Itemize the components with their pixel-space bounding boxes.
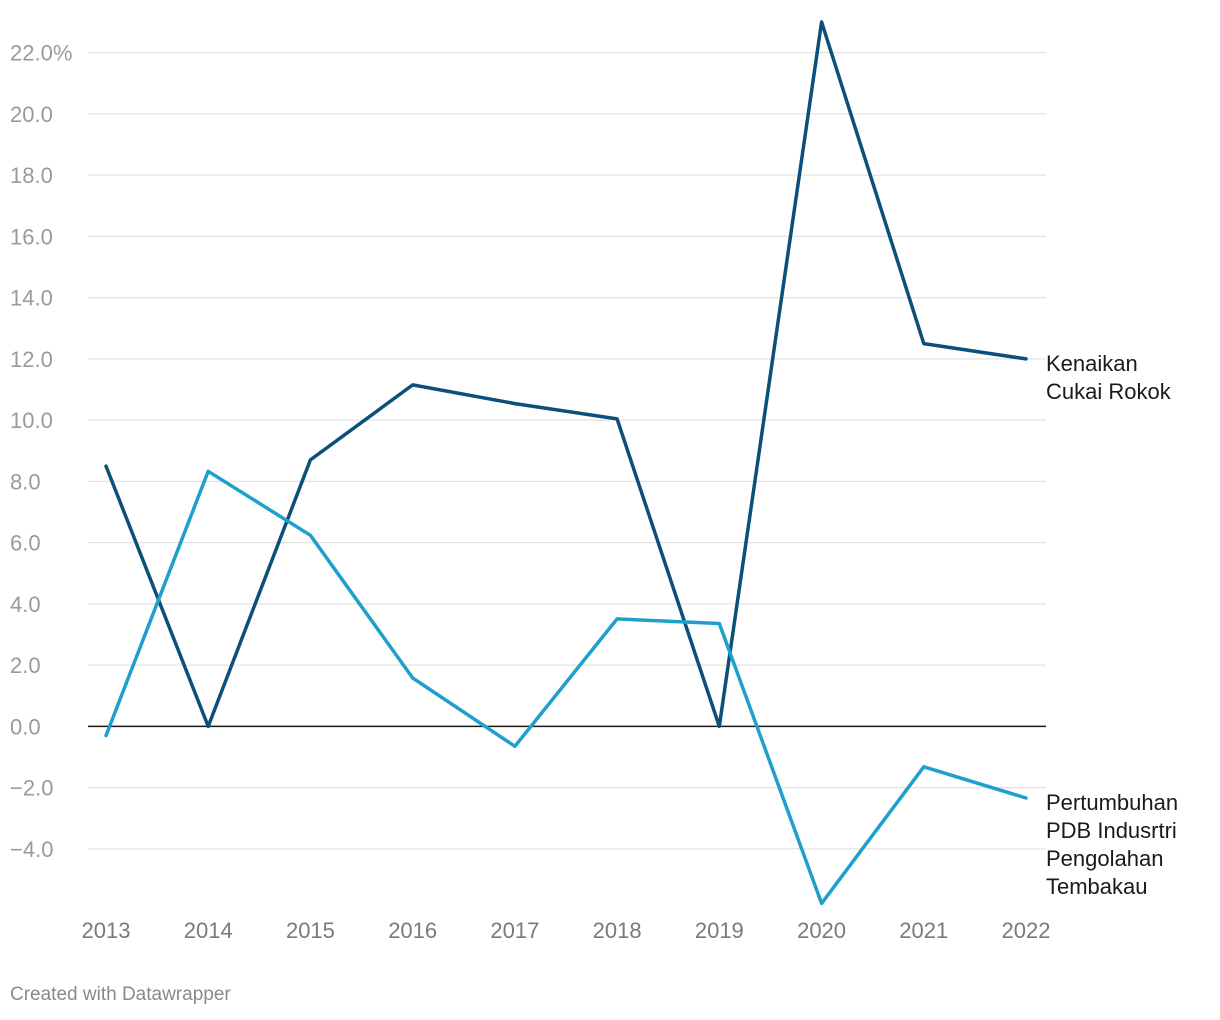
series-label: Kenaikan [1046,351,1138,376]
y-tick-label: 12.0 [10,347,53,372]
x-tick-label: 2020 [797,918,846,943]
series-label: Pertumbuhan [1046,790,1178,815]
series-labels: Kenaikan Cukai Rokok Pertumbuhan PDB Indusr… [1046,351,1178,899]
y-tick-label: 16.0 [10,224,53,249]
x-tick-label: 2017 [490,918,539,943]
y-tick-label: 8.0 [10,469,41,494]
y-tick-label: 6.0 [10,531,41,556]
x-tick-label: 2015 [286,918,335,943]
x-tick-label: 2014 [184,918,233,943]
series-label: Tembakau [1046,874,1148,899]
y-tick-label: 18.0 [10,163,53,188]
series-label: Pengolahan [1046,846,1163,871]
y-tick-label: 14.0 [10,286,53,311]
x-axis-ticks: 2013 2014 2015 2016 2017 2018 2019 2020 2021 2022 [82,918,1051,943]
series-label: PDB Indusrtri [1046,818,1177,843]
y-tick-label: 10.0 [10,408,53,433]
y-tick-label: 20.0 [10,102,53,127]
x-tick-label: 2018 [593,918,642,943]
y-tick-label: −4.0 [10,837,53,862]
datawrapper-credit: Created with Datawrapper [10,984,231,1005]
series-lines [104,20,1028,906]
y-tick-label: −2.0 [10,776,53,801]
y-tick-label: 4.0 [10,592,41,617]
x-tick-label: 2019 [695,918,744,943]
series-label: Cukai Rokok [1046,379,1172,404]
gridlines [88,52,1046,850]
series-line-2 [104,469,1028,906]
y-tick-label: 0.0 [10,714,41,739]
x-tick-label: 2021 [899,918,948,943]
y-tick-label: 22.0% [10,41,72,66]
x-tick-label: 2022 [1002,918,1051,943]
y-axis-ticks: −4.0 −2.0 0.0 2.0 4.0 6.0 8.0 10.0 12.0 14.0 16.0 1… [10,41,72,862]
y-tick-label: 2.0 [10,653,41,678]
x-tick-label: 2013 [82,918,131,943]
x-tick-label: 2016 [388,918,437,943]
series-line-1 [104,20,1028,729]
